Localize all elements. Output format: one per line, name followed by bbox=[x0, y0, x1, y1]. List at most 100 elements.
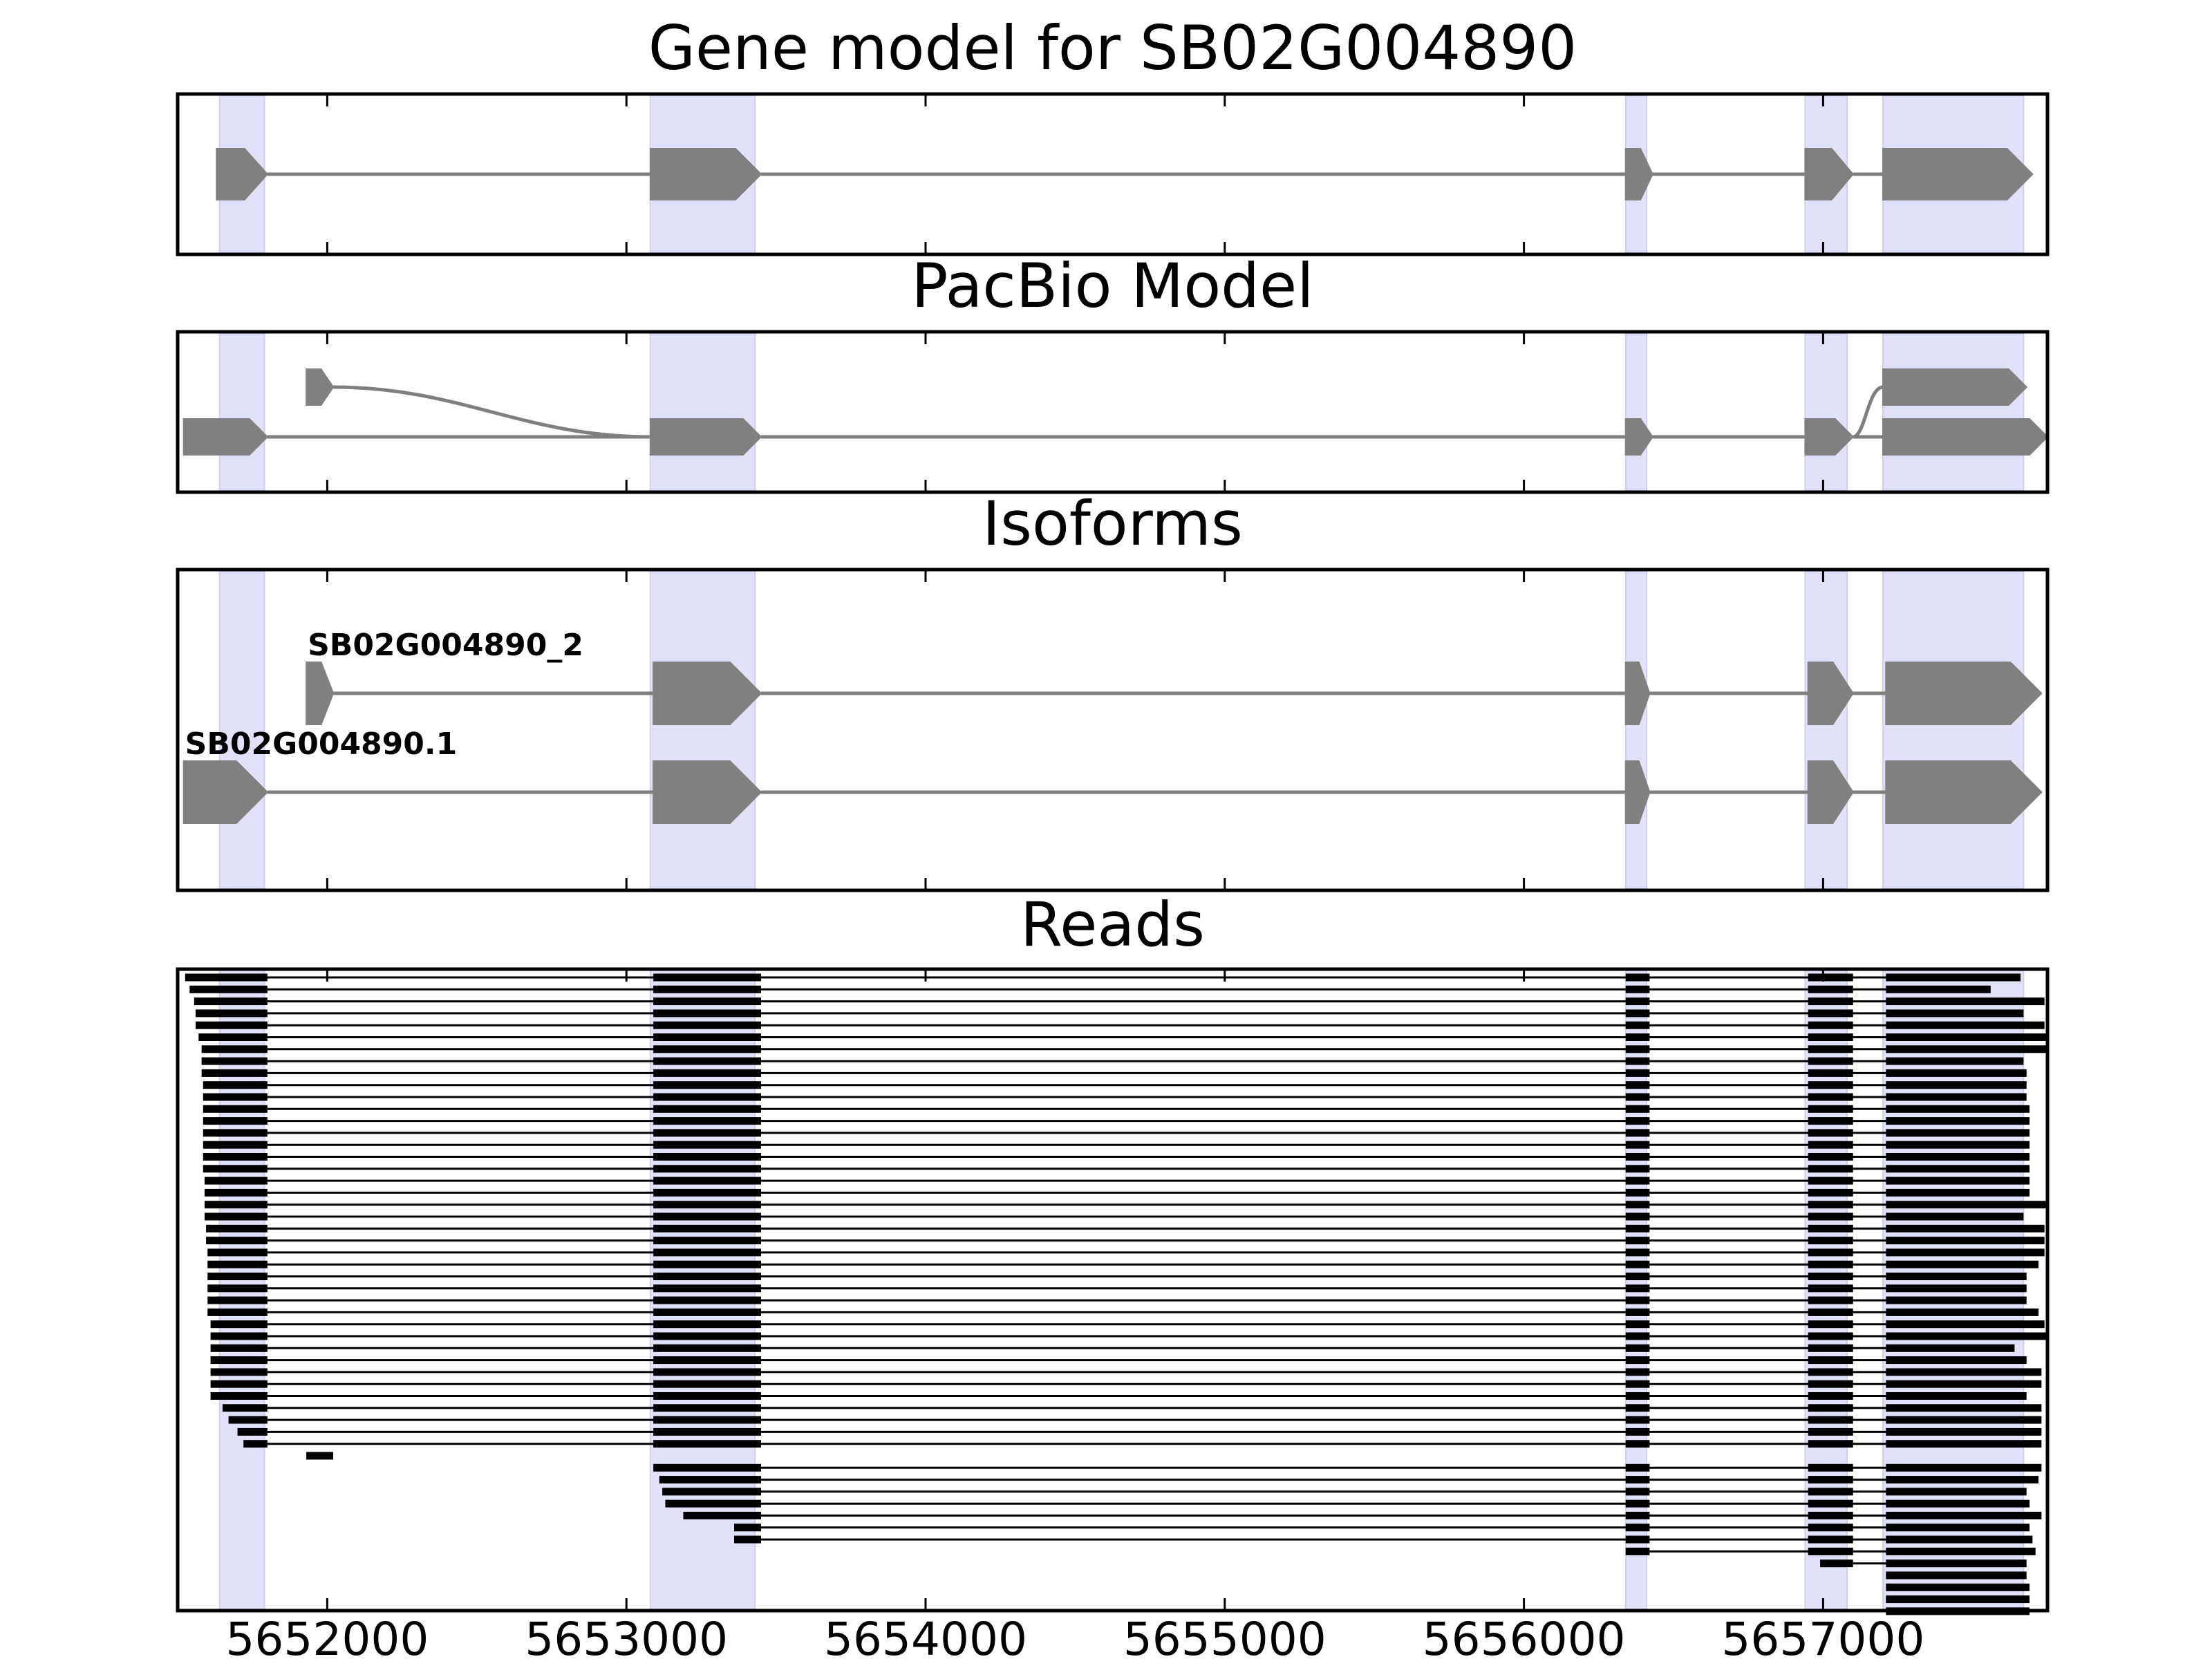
read-exon bbox=[1625, 1129, 1650, 1137]
read-exon bbox=[210, 1332, 268, 1340]
read-exon bbox=[1886, 1045, 2047, 1053]
read-exon bbox=[1625, 1368, 1650, 1376]
x-tick-label: 5657000 bbox=[1721, 1613, 1924, 1659]
read-exon bbox=[653, 1033, 761, 1041]
read-exon bbox=[203, 1153, 268, 1161]
read-exon bbox=[1886, 1524, 2030, 1532]
read-exon bbox=[653, 1332, 761, 1340]
read-exon bbox=[1625, 1284, 1650, 1293]
read-row bbox=[201, 1045, 2047, 1053]
read-exon bbox=[1808, 985, 1853, 993]
read-exon bbox=[653, 1201, 761, 1209]
read-exon bbox=[1886, 1057, 2024, 1065]
exon-block bbox=[1885, 760, 2043, 824]
read-exon bbox=[653, 1356, 761, 1365]
read-exon bbox=[1625, 1237, 1650, 1245]
read-exon bbox=[1886, 1224, 2045, 1232]
read-exon bbox=[1886, 1392, 2027, 1400]
read-exon bbox=[653, 1284, 761, 1293]
read-exon bbox=[1808, 1273, 1853, 1280]
exon-block bbox=[653, 662, 762, 725]
read-exon bbox=[210, 1368, 268, 1376]
read-exon bbox=[653, 1308, 761, 1316]
highlight-region bbox=[649, 332, 756, 491]
read-exon bbox=[204, 1212, 268, 1221]
read-exon bbox=[1886, 1212, 2024, 1221]
read-row bbox=[210, 1380, 2042, 1388]
read-row bbox=[203, 1117, 2030, 1125]
read-row bbox=[210, 1320, 2045, 1329]
read-exon bbox=[306, 1452, 334, 1460]
read-exon bbox=[1625, 1021, 1650, 1029]
read-row bbox=[207, 1308, 2039, 1316]
read-exon bbox=[1886, 1583, 2030, 1591]
read-exon bbox=[734, 1535, 761, 1544]
read-exon bbox=[653, 985, 761, 993]
read-exon bbox=[1886, 1356, 2027, 1365]
read-exon bbox=[1625, 1081, 1650, 1089]
exon-block bbox=[306, 662, 335, 725]
read-row bbox=[204, 1177, 2030, 1185]
exon-block bbox=[653, 760, 762, 824]
read-exon bbox=[204, 1201, 268, 1209]
exon-block bbox=[1882, 368, 2028, 406]
read-row bbox=[734, 1524, 2030, 1532]
read-exon bbox=[653, 1440, 761, 1448]
read-exon bbox=[1808, 1177, 1853, 1185]
read-row bbox=[1886, 1583, 2030, 1591]
exon-block bbox=[1882, 418, 2049, 456]
read-exon bbox=[1625, 1296, 1650, 1304]
read-exon bbox=[1886, 1033, 2047, 1041]
read-exon bbox=[1625, 1535, 1650, 1544]
read-exon bbox=[210, 1344, 268, 1352]
read-exon bbox=[203, 1117, 268, 1125]
read-exon bbox=[653, 1188, 761, 1197]
read-exon bbox=[653, 1320, 761, 1329]
read-exon bbox=[1808, 1141, 1853, 1149]
read-exon bbox=[237, 1427, 268, 1436]
read-exon bbox=[201, 1057, 268, 1065]
read-exon bbox=[1808, 1499, 1853, 1508]
read-exon bbox=[207, 1296, 268, 1304]
read-exon bbox=[1625, 1344, 1650, 1352]
read-exon bbox=[210, 1392, 268, 1400]
read-exon bbox=[1625, 1380, 1650, 1388]
read-exon bbox=[1886, 1093, 2027, 1101]
read-exon bbox=[1808, 1344, 1853, 1352]
read-exon bbox=[1886, 1188, 2030, 1197]
read-exon bbox=[1886, 1009, 2024, 1018]
read-exon bbox=[1808, 1308, 1853, 1316]
read-exon bbox=[653, 1165, 761, 1173]
read-exon bbox=[1886, 1595, 2030, 1604]
read-exon bbox=[653, 1212, 761, 1221]
read-exon bbox=[1886, 1368, 2042, 1376]
read-exon bbox=[1625, 1141, 1650, 1149]
highlight-region bbox=[1624, 332, 1648, 491]
read-exon bbox=[1886, 1344, 2015, 1352]
read-exon bbox=[653, 1248, 761, 1257]
read-row bbox=[203, 1141, 2030, 1149]
read-exon bbox=[1808, 1463, 1853, 1472]
read-row bbox=[1886, 1571, 2027, 1580]
read-exon bbox=[201, 1069, 268, 1077]
read-exon bbox=[1886, 1320, 2045, 1329]
read-exon bbox=[203, 1081, 268, 1089]
read-exon bbox=[653, 1093, 761, 1101]
read-exon bbox=[1625, 1117, 1650, 1125]
read-exon bbox=[1886, 1380, 2042, 1388]
read-exon bbox=[185, 973, 268, 982]
exon-block bbox=[649, 148, 762, 200]
read-exon bbox=[204, 1188, 268, 1197]
read-exon bbox=[653, 1141, 761, 1149]
read-exon bbox=[204, 1177, 268, 1185]
read-exon bbox=[1808, 1392, 1853, 1400]
read-row bbox=[665, 1499, 2030, 1508]
read-row bbox=[203, 1093, 2027, 1101]
read-exon bbox=[210, 1320, 268, 1329]
read-row bbox=[653, 1463, 2042, 1472]
read-exon bbox=[1625, 1416, 1650, 1424]
read-exon bbox=[1886, 1117, 2030, 1125]
read-exon bbox=[1808, 1045, 1853, 1053]
read-exon bbox=[1886, 1165, 2030, 1173]
